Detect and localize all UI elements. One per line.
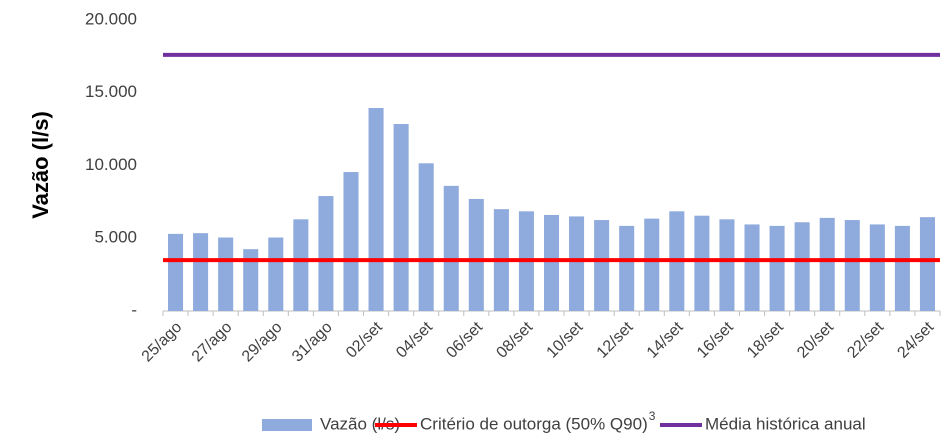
bar — [794, 222, 810, 311]
bar — [744, 224, 760, 311]
x-tick-label: 06/set — [443, 318, 486, 361]
x-tick-label: 22/set — [844, 318, 887, 361]
bar — [569, 216, 585, 311]
x-tick-label: 12/set — [594, 318, 637, 361]
bar — [619, 225, 635, 311]
y-tick-label: - — [131, 300, 137, 319]
bar — [243, 249, 259, 311]
bar — [719, 219, 735, 311]
bar — [468, 198, 484, 311]
bar — [443, 185, 459, 311]
bar — [418, 163, 434, 311]
bar — [268, 237, 284, 311]
bar — [318, 196, 334, 311]
y-tick-label: 10.000 — [85, 155, 137, 174]
y-axis-label: Vazão (l/s) — [28, 111, 53, 219]
bar — [694, 215, 710, 311]
bar — [894, 225, 910, 311]
bar — [819, 217, 835, 311]
x-tick-label: 16/set — [694, 318, 737, 361]
x-tick-label: 31/ago — [289, 319, 336, 366]
bar — [293, 219, 309, 311]
x-tick-label: 10/set — [544, 318, 587, 361]
x-tick-label: 08/set — [493, 318, 536, 361]
bar — [168, 233, 184, 311]
bar — [769, 225, 785, 311]
bar — [644, 218, 660, 311]
y-tick-label: 5.000 — [94, 228, 137, 247]
bar — [543, 214, 560, 311]
bar — [869, 224, 885, 311]
legend-superscript: 3 — [649, 409, 656, 423]
bar — [594, 220, 610, 311]
legend-swatch — [262, 419, 312, 431]
legend-label: Vazão (l/s) — [320, 414, 400, 433]
legend-label: Critério de outorga (50% Q90) — [420, 414, 648, 433]
x-tick-label: 29/ago — [239, 319, 286, 366]
x-tick-label: 20/set — [794, 318, 837, 361]
x-tick-label: 04/set — [393, 318, 436, 361]
bar — [343, 172, 359, 311]
bar — [193, 233, 209, 311]
y-tick-label: 20.000 — [85, 9, 137, 28]
x-tick-label: 18/set — [744, 318, 787, 361]
x-tick-label: 02/set — [343, 318, 386, 361]
y-tick-label: 15.000 — [85, 82, 137, 101]
bar — [368, 108, 384, 311]
bar — [393, 124, 409, 311]
legend-label: Média histórica anual — [705, 414, 866, 433]
x-tick-label: 24/set — [894, 318, 937, 361]
bar — [919, 217, 935, 311]
x-tick-label: 25/ago — [139, 319, 186, 366]
x-tick-label: 14/set — [644, 318, 687, 361]
bar — [218, 237, 234, 311]
bar — [844, 220, 860, 311]
x-tick-label: 27/ago — [189, 319, 236, 366]
